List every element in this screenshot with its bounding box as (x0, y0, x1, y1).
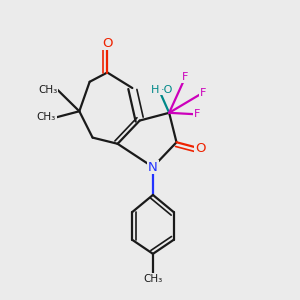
Text: CH₃: CH₃ (37, 112, 56, 122)
Text: F: F (182, 72, 188, 82)
Text: O: O (102, 37, 112, 50)
Text: CH₃: CH₃ (143, 274, 163, 284)
Text: CH₃: CH₃ (38, 85, 57, 94)
Text: ·O: ·O (160, 85, 173, 94)
Text: O: O (195, 142, 205, 155)
Text: F: F (200, 88, 206, 98)
Text: N: N (148, 160, 158, 173)
Text: F: F (194, 110, 200, 119)
Text: H: H (151, 85, 159, 94)
